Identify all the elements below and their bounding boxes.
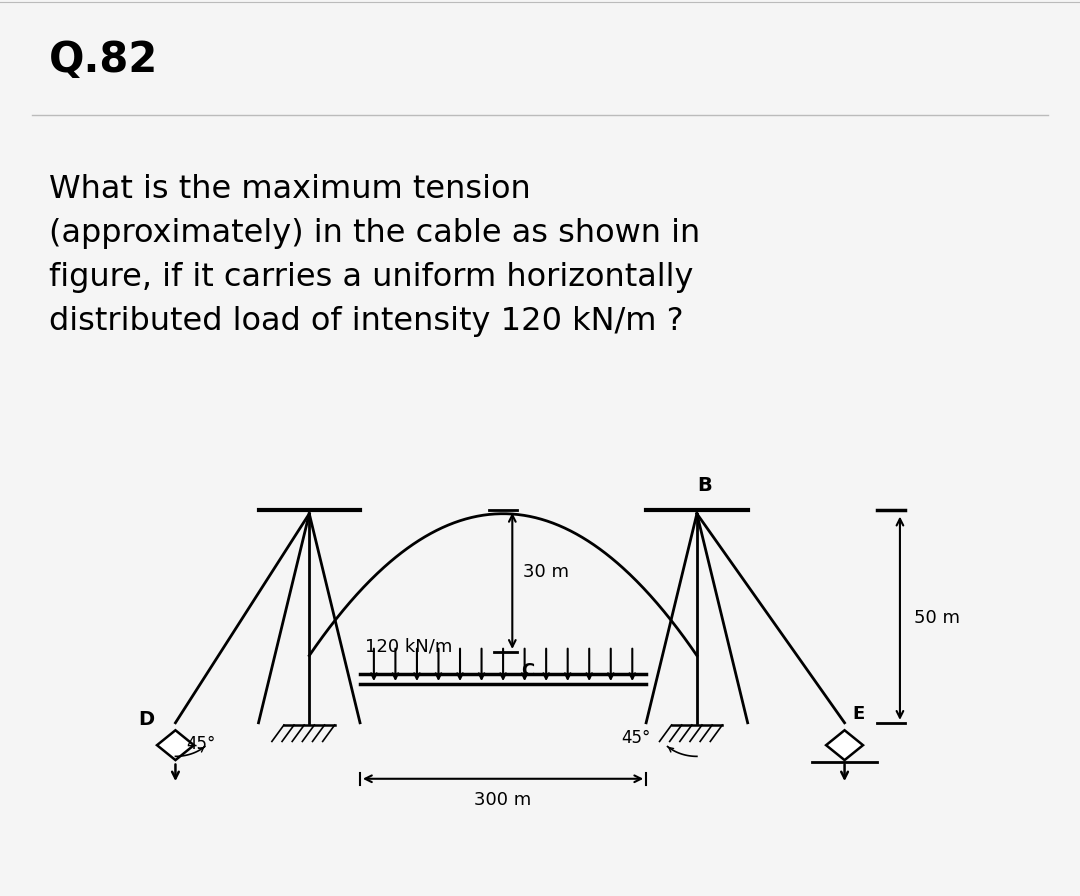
Text: 300 m: 300 m <box>474 790 531 809</box>
Text: 120 kN/m: 120 kN/m <box>365 638 453 656</box>
Text: 50 m: 50 m <box>914 609 960 627</box>
Text: C: C <box>522 661 535 679</box>
Text: 45°: 45° <box>187 735 216 753</box>
Text: 45°: 45° <box>621 728 650 746</box>
Text: D: D <box>138 710 154 728</box>
Text: What is the maximum tension
(approximately) in the cable as shown in
figure, if : What is the maximum tension (approximate… <box>49 174 700 337</box>
Text: B: B <box>697 476 712 495</box>
Polygon shape <box>826 730 863 760</box>
Text: 30 m: 30 m <box>524 563 569 581</box>
Polygon shape <box>157 730 194 760</box>
Text: E: E <box>852 705 864 723</box>
Text: Q.82: Q.82 <box>49 39 158 81</box>
